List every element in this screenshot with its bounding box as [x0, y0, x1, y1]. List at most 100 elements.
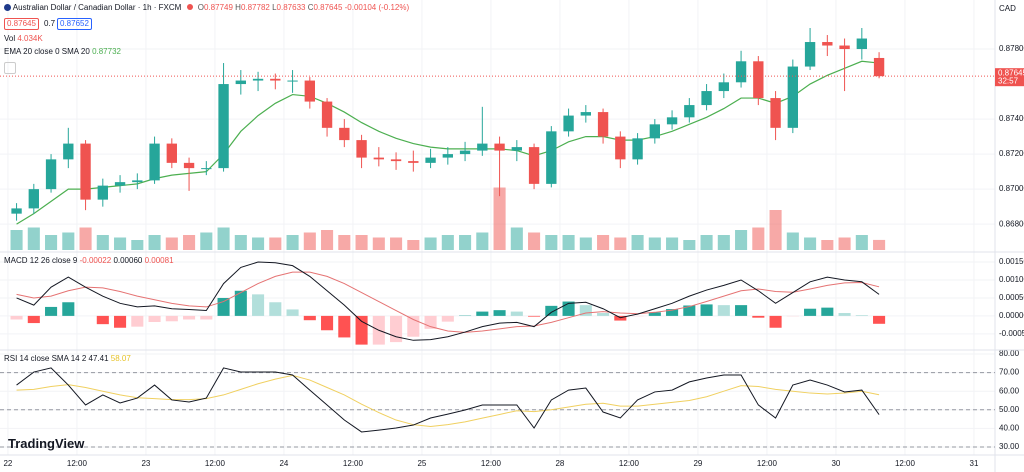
rsi-label: RSI 14 close SMA 14 2	[4, 354, 87, 363]
volume-bar	[27, 227, 40, 250]
last-price-label: 0.87645	[998, 68, 1024, 77]
macd-histogram-bar	[838, 313, 851, 316]
macd-histogram-bar	[476, 311, 489, 316]
macd-histogram-bar	[735, 305, 748, 316]
collapse-button[interactable]	[4, 62, 16, 74]
candle-body	[408, 161, 419, 163]
candle-body	[770, 98, 781, 128]
macd-histogram-bar	[286, 309, 299, 316]
candle-body	[546, 131, 557, 184]
y-tick-label: 40.00	[999, 424, 1020, 433]
macd-histogram-bar	[545, 305, 558, 316]
volume-bar	[510, 227, 523, 250]
candle-body	[873, 57, 885, 77]
candle-body	[597, 112, 609, 137]
macd-histogram-bar	[303, 315, 316, 321]
candle-body	[252, 78, 264, 81]
volume-bar	[96, 235, 109, 250]
ema-legend: EMA 20 close 0 SMA 20 0.87732	[4, 47, 121, 57]
y-tick-label: 70.00	[999, 368, 1020, 377]
volume-bar	[717, 235, 730, 250]
volume-bar	[131, 240, 144, 250]
volume-label: Vol	[4, 34, 16, 43]
volume-bar	[114, 237, 127, 250]
x-tick-label: 22	[3, 459, 12, 468]
candle-body	[839, 45, 850, 50]
volume-bar	[355, 235, 368, 250]
volume-bar	[545, 235, 558, 250]
candle-body	[615, 136, 626, 160]
volume-bar	[372, 237, 385, 250]
currency: CAD	[999, 4, 1016, 13]
macd-line	[16, 261, 880, 341]
candle-body	[701, 91, 712, 106]
low-label: L	[272, 3, 277, 12]
open-label: O	[197, 3, 204, 12]
macd-histogram-bar	[200, 315, 213, 320]
macd-label: MACD 12 26 close 9	[4, 256, 78, 265]
macd-histogram-bar	[390, 315, 403, 343]
high-label: H	[235, 3, 241, 12]
macd-histogram-bar	[269, 302, 282, 316]
candle-body	[132, 180, 143, 183]
candle-body	[459, 150, 471, 155]
candle-body	[270, 78, 281, 81]
volume-bar	[407, 240, 420, 250]
macd-signal-line	[16, 271, 880, 333]
volume-bar	[424, 237, 437, 250]
volume-bar	[321, 230, 334, 250]
candle-body	[511, 147, 522, 151]
candle-body	[114, 182, 126, 186]
candle-body	[287, 80, 298, 82]
volume-bar	[631, 235, 644, 250]
volume-bar	[476, 232, 489, 250]
volume-bar	[148, 235, 161, 250]
y-tick-label: 80.00	[999, 349, 1020, 358]
volume-bar	[459, 235, 472, 250]
y-tick-label: 0.00000	[999, 311, 1024, 320]
candle-body	[442, 154, 453, 158]
macd-histogram-bar	[217, 297, 230, 316]
macd-histogram-bar	[717, 305, 730, 316]
macd-histogram-bar	[769, 315, 782, 328]
candle-body	[477, 143, 488, 151]
macd-histogram-bar	[148, 315, 161, 322]
candle-body	[321, 101, 333, 128]
volume-bar	[821, 240, 834, 250]
y-tick-label: 50.00	[999, 405, 1020, 414]
macd-histogram-bar	[614, 315, 627, 321]
candle-body	[735, 61, 747, 83]
candle-body	[718, 82, 729, 92]
macd-histogram-bar	[183, 315, 196, 320]
macd-histogram-bar	[338, 315, 351, 338]
macd-histogram-bar	[10, 315, 23, 320]
volume-bar	[562, 235, 575, 250]
x-tick-label: 31	[970, 459, 979, 468]
volume-bar	[579, 237, 592, 250]
volume-bar	[769, 210, 782, 250]
volume-bar	[338, 235, 351, 250]
macd-histogram-bar	[666, 309, 679, 316]
volume-legend: Vol 4.034K	[4, 34, 43, 44]
volume-bar	[269, 237, 282, 250]
macd-histogram-bar	[27, 315, 40, 324]
volume-bar	[252, 237, 265, 250]
x-tick-label: 12:00	[67, 459, 88, 468]
candle-body	[11, 208, 22, 214]
macd-histogram-bar	[96, 315, 109, 325]
macd-histogram-bar	[165, 315, 178, 322]
volume-bar	[700, 235, 713, 250]
candle-body	[787, 66, 799, 128]
x-tick-label: 12:00	[205, 459, 226, 468]
sell-button[interactable]: 0.87645	[4, 18, 39, 30]
candle-body	[235, 80, 246, 85]
candle-body	[684, 105, 695, 118]
volume-bar	[10, 230, 23, 250]
spread: 0.7	[44, 19, 56, 28]
buy-button[interactable]: 0.87652	[57, 18, 92, 30]
